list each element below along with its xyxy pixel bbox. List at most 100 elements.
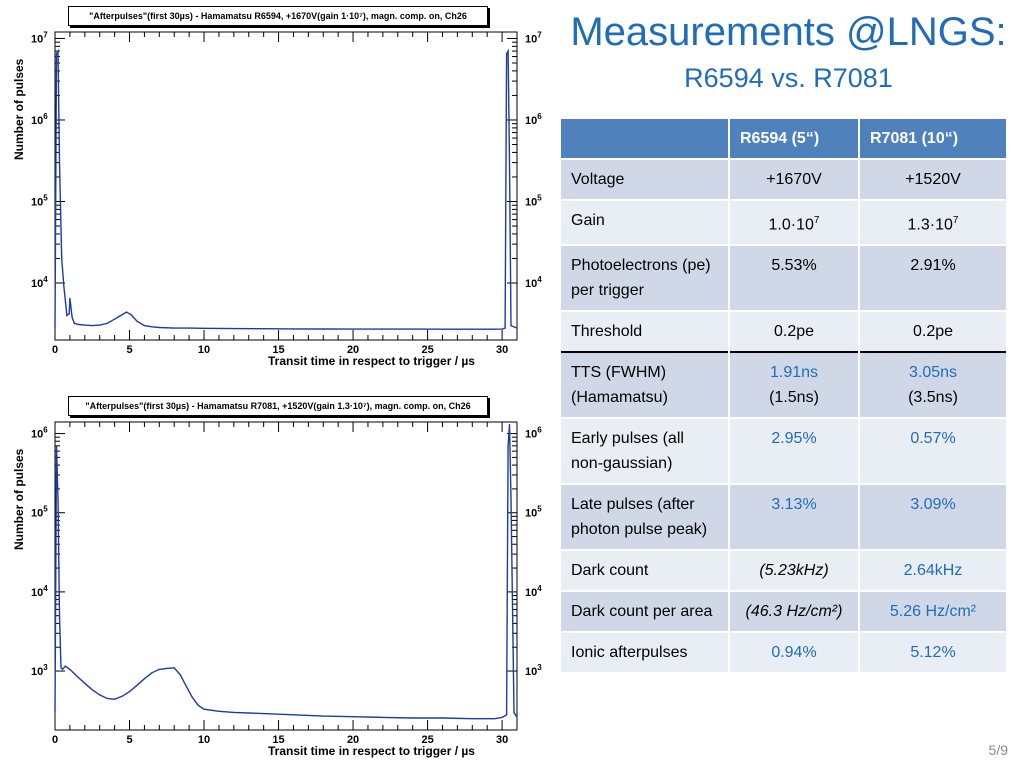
- y-tick-label-0-2: 106: [31, 112, 48, 127]
- table-row-tts: TTS (FWHM) (Hamamatsu) 1.91ns (1.5ns) 3.0…: [561, 351, 1008, 419]
- data-point-0-1: [55, 53, 58, 55]
- cell-r6594: 3.13%: [729, 483, 860, 551]
- data-point-1-1: [55, 445, 58, 447]
- data-point-1-25: [197, 704, 199, 706]
- gain-base: 1.3·10: [907, 216, 953, 234]
- row-label: Photoelectrons (pe) per trigger: [561, 244, 730, 312]
- data-point-1-31: [322, 715, 324, 717]
- x-tick-label-0-4: 20: [347, 344, 359, 356]
- tts-hamamatsu: (3.5ns): [908, 389, 958, 407]
- data-point-1-5: [61, 668, 64, 670]
- data-point-0-15: [99, 324, 101, 326]
- cell-r6594: 1.91ns (1.5ns): [729, 351, 860, 419]
- data-point-0-7: [68, 313, 70, 315]
- data-point-0-27: [203, 327, 205, 329]
- table-header-r7081: R7081 (10“): [859, 119, 1008, 159]
- cell-r6594: 2.95%: [729, 417, 860, 485]
- data-point-1-24: [191, 696, 193, 698]
- cell-r7081: 5.12%: [859, 631, 1008, 673]
- table-row-ionic-afterpulses: Ionic afterpulses 0.94% 5.12%: [561, 631, 1008, 673]
- data-point-1-36: [471, 718, 473, 720]
- data-point-1-43: [513, 711, 515, 713]
- y-tick-label-1-0: 103: [31, 663, 48, 678]
- data-point-1-18: [151, 672, 153, 674]
- data-point-0-18: [121, 314, 123, 316]
- data-point-0-43: [510, 325, 512, 327]
- data-point-1-19: [158, 668, 160, 670]
- data-point-0-31: [322, 328, 324, 330]
- data-point-1-10: [91, 689, 93, 691]
- data-point-0-21: [136, 320, 138, 322]
- y-tick-label-1-1: 104: [31, 584, 48, 599]
- plot-title-r7081: "Afterpulses"(first 30µs) - Hamamatsu R7…: [68, 396, 488, 416]
- y-tick-label-0-1: 105: [31, 193, 48, 208]
- plot-frame-1: [54, 421, 518, 731]
- data-point-0-30: [292, 328, 295, 330]
- data-point-1-33: [382, 716, 384, 718]
- cell-r6594: 0.2pe: [729, 310, 860, 353]
- y-tick-label-right-0-3: 107: [525, 30, 542, 45]
- y-tick-label-right-0-1: 105: [525, 193, 542, 208]
- cell-r7081: 0.57%: [859, 417, 1008, 485]
- slide-title: Measurements @LNGS:: [570, 10, 1007, 54]
- page-number: 5/9: [988, 742, 1008, 758]
- data-point-1-21: [173, 667, 175, 669]
- table-row-voltage: Voltage +1670V +1520V: [561, 158, 1008, 200]
- data-point-0-13: [84, 324, 86, 326]
- data-point-0-34: [412, 328, 414, 330]
- cell-r7081: 2.91%: [859, 244, 1008, 312]
- x-tick-label-1-1: 5: [126, 734, 132, 746]
- data-point-0-41: [507, 50, 509, 52]
- cell-r6594: (5.23kHz): [729, 549, 860, 592]
- y-tick-label-right-1-1: 104: [525, 584, 542, 599]
- y-tick-label-right-1-2: 105: [525, 505, 542, 520]
- data-point-0-14: [91, 325, 93, 327]
- row-label: Voltage: [561, 158, 730, 200]
- data-point-1-6: [64, 665, 66, 667]
- chart-r7081-svg: 0 5 10 15 20 25 30 103 103 104 104 105 105 106 106: [31, 421, 542, 746]
- table-row-late-pulses: Late pulses (after photon pulse peak) 3.…: [561, 483, 1008, 551]
- data-point-0-38: [501, 328, 503, 330]
- data-point-1-38: [501, 716, 503, 718]
- y-tick-label-right-1-0: 103: [525, 663, 542, 678]
- cell-r7081: +1520V: [859, 158, 1008, 200]
- table-row-photoelectrons: Photoelectrons (pe) per trigger 5.53% 2.…: [561, 244, 1008, 312]
- data-point-1-15: [128, 691, 131, 693]
- data-point-0-8: [69, 297, 71, 299]
- data-point-0-9: [70, 303, 72, 305]
- data-point-1-4: [60, 667, 62, 669]
- data-point-0-24: [158, 326, 160, 329]
- table-row-gain: Gain 1.0·107 1.3·107: [561, 198, 1008, 246]
- y-tick-label-1-3: 106: [31, 426, 48, 441]
- x-tick-label-0-0: 0: [52, 344, 58, 356]
- data-point-1-42: [510, 498, 512, 500]
- data-point-0-28: [233, 328, 235, 330]
- row-label: Threshold: [561, 310, 730, 353]
- data-point-0-6: [66, 314, 68, 317]
- slide-subtitle: R6594 vs. R7081: [684, 63, 893, 93]
- row-label: Dark count per area: [561, 590, 730, 633]
- row-label: Early pulses (all non-gaussian): [561, 417, 730, 485]
- x-tick-label-1-3: 15: [272, 734, 284, 746]
- data-point-0-3: [58, 162, 61, 164]
- data-point-1-28: [233, 711, 235, 713]
- data-point-0-2: [57, 50, 59, 52]
- data-point-1-11: [99, 694, 101, 696]
- row-label: Late pulses (after photon pulse peak): [561, 483, 730, 551]
- table-header-row: R6594 (5“) R7081 (10“): [561, 119, 1008, 159]
- cell-r7081: 2.64kHz: [859, 549, 1008, 592]
- data-point-1-30: [292, 714, 295, 716]
- table-row-dark-count-per-area: Dark count per area (46.3 Hz/cm²) 5.26 H…: [561, 590, 1008, 633]
- y-axis-label-r6594: Number of pulses: [12, 58, 26, 160]
- cell-r7081: 1.3·107: [859, 198, 1008, 246]
- data-point-0-12: [78, 323, 80, 326]
- x-tick-label-1-0: 0: [52, 734, 58, 746]
- cell-r7081: 3.05ns (3.5ns): [859, 351, 1008, 419]
- plot-title-r6594: "Afterpulses"(first 30µs) - Hamamatsu R6…: [68, 6, 488, 26]
- comparison-table: R6594 (5“) R7081 (10“) Voltage +1670V +1…: [561, 119, 1008, 673]
- table-header-r6594: R6594 (5“): [729, 119, 860, 159]
- x-tick-label-0-1: 5: [126, 344, 132, 356]
- cell-r7081: 3.09%: [859, 483, 1008, 551]
- data-point-1-35: [441, 717, 444, 719]
- x-tick-label-0-2: 10: [198, 344, 210, 356]
